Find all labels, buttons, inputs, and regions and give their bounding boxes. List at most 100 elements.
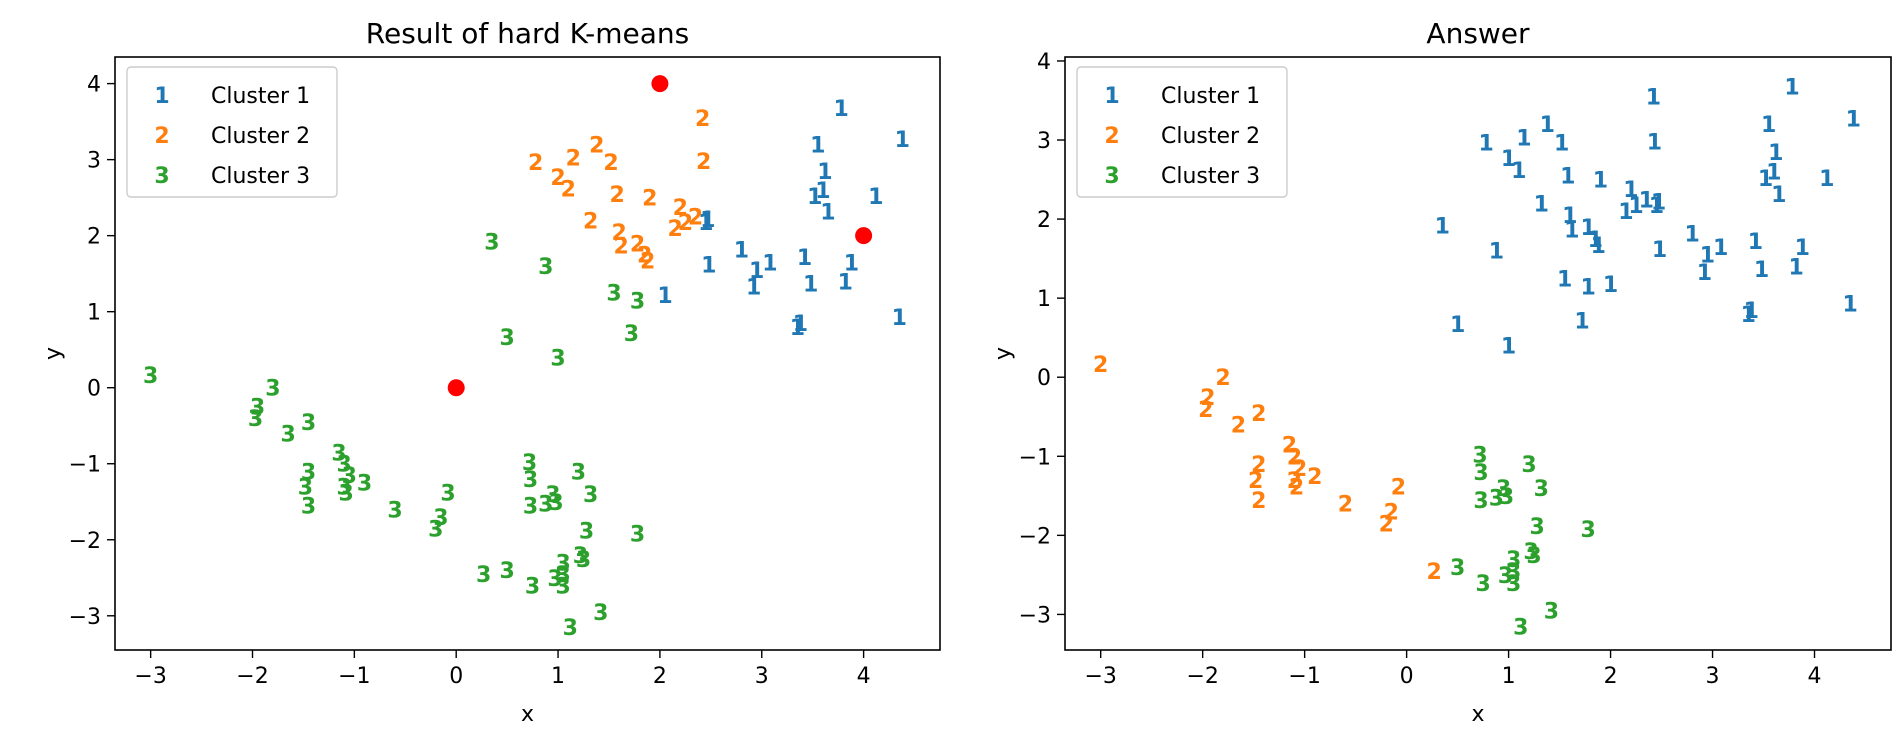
data-point: 1 — [1501, 147, 1516, 172]
data-point: 1 — [734, 238, 749, 263]
data-point: 1 — [807, 185, 822, 210]
data-point: 2 — [640, 250, 655, 275]
data-point: 2 — [614, 235, 629, 260]
legend: 1 Cluster 1 2 Cluster 2 3 Cluster 3 — [1076, 66, 1288, 198]
y-tick-label: 0 — [1037, 366, 1051, 391]
y-tick-label: 0 — [87, 377, 101, 402]
data-point: 1 — [838, 270, 853, 295]
data-point: 3 — [624, 322, 639, 347]
data-point: 1 — [1603, 273, 1618, 298]
y-tick-label: −3 — [69, 605, 101, 630]
series-cluster-1: 1111111111111111111111111111111111111111… — [1435, 75, 1861, 359]
data-point: 1 — [803, 273, 818, 298]
data-point: 3 — [476, 563, 491, 588]
data-point: 3 — [342, 464, 357, 489]
data-point: 3 — [525, 574, 540, 599]
data-point: 1 — [1501, 335, 1516, 360]
data-point: 3 — [387, 498, 402, 523]
data-point: 3 — [630, 523, 645, 548]
data-point: 2 — [561, 178, 576, 203]
data-point: 3 — [1473, 461, 1488, 486]
legend-label: Cluster 1 — [1161, 84, 1260, 109]
legend-marker: 3 — [1104, 164, 1119, 189]
data-point: 3 — [143, 364, 158, 389]
legend-label: Cluster 3 — [211, 164, 310, 189]
data-point: 1 — [1846, 108, 1861, 133]
legend-label: Cluster 1 — [211, 84, 310, 109]
data-point: 1 — [844, 251, 859, 276]
data-point: 2 — [550, 166, 565, 191]
data-point: 3 — [1489, 486, 1504, 511]
data-point: 3 — [545, 483, 560, 508]
data-point: 2 — [1426, 560, 1441, 585]
data-point: 2 — [1231, 414, 1246, 439]
data-point: 2 — [1282, 433, 1297, 458]
data-point: 1 — [1623, 178, 1638, 203]
data-point: 2 — [1338, 493, 1353, 518]
data-point: 3 — [538, 492, 553, 517]
data-point: 3 — [555, 563, 570, 588]
data-point: 3 — [484, 231, 499, 256]
data-point: 1 — [790, 316, 805, 341]
data-point: 3 — [547, 567, 562, 592]
data-point: 3 — [357, 472, 372, 497]
data-point: 1 — [1758, 167, 1773, 192]
x-tick-label: 0 — [1400, 664, 1414, 689]
data-point: 3 — [337, 453, 352, 478]
x-tick-label: 2 — [1604, 664, 1618, 689]
data-point: 1 — [749, 259, 764, 284]
data-point: 3 — [550, 346, 565, 371]
data-point: 3 — [301, 460, 316, 485]
data-point: 3 — [339, 482, 354, 507]
data-point: 2 — [1198, 398, 1213, 423]
y-tick-label: 1 — [87, 301, 101, 326]
x-tick-label: −1 — [1288, 664, 1320, 689]
data-point: 1 — [1651, 191, 1666, 216]
data-point: 2 — [696, 150, 711, 175]
data-point: 1 — [1652, 238, 1667, 263]
data-point: 3 — [280, 422, 295, 447]
legend-marker: 3 — [154, 164, 169, 189]
x-axis-label: x — [521, 702, 534, 727]
y-tick-label: 1 — [1037, 287, 1051, 312]
data-point: 1 — [1588, 228, 1603, 253]
data-point: 3 — [571, 460, 586, 485]
data-point: 3 — [1526, 544, 1541, 569]
data-point: 1 — [746, 276, 761, 301]
legend-box — [126, 66, 338, 198]
data-point: 1 — [1557, 267, 1572, 292]
data-point: 1 — [1744, 299, 1759, 324]
x-tick-label: −3 — [1084, 664, 1116, 689]
data-point: 1 — [834, 97, 849, 122]
x-tick-label: 1 — [551, 664, 565, 689]
data-point: 1 — [1593, 169, 1608, 194]
data-point: 3 — [1529, 515, 1544, 540]
data-point: 2 — [603, 151, 618, 176]
data-point: 1 — [1649, 194, 1664, 219]
y-tick-label: 2 — [87, 225, 101, 250]
data-point: 1 — [810, 133, 825, 158]
data-point: 1 — [1628, 194, 1643, 219]
data-point: 2 — [1307, 465, 1322, 490]
x-tick-label: −1 — [338, 664, 370, 689]
data-point: 2 — [630, 232, 645, 257]
data-point: 3 — [433, 506, 448, 531]
data-point: 2 — [1289, 475, 1304, 500]
data-point: 1 — [820, 200, 835, 225]
y-tick-label: 3 — [87, 149, 101, 174]
data-point: 2 — [1287, 445, 1302, 470]
x-tick-label: 3 — [1706, 664, 1720, 689]
data-point: 3 — [579, 520, 594, 545]
plot-frame — [1064, 56, 1892, 651]
data-point: 1 — [657, 284, 672, 309]
y-axis-label: y — [41, 347, 66, 360]
data-point: 1 — [698, 211, 713, 236]
data-point: 2 — [695, 107, 710, 132]
data-point: 1 — [815, 179, 830, 204]
data-point: 1 — [1639, 188, 1654, 213]
data-point: 1 — [1819, 167, 1834, 192]
data-point: 1 — [762, 251, 777, 276]
data-point: 1 — [1784, 75, 1799, 100]
